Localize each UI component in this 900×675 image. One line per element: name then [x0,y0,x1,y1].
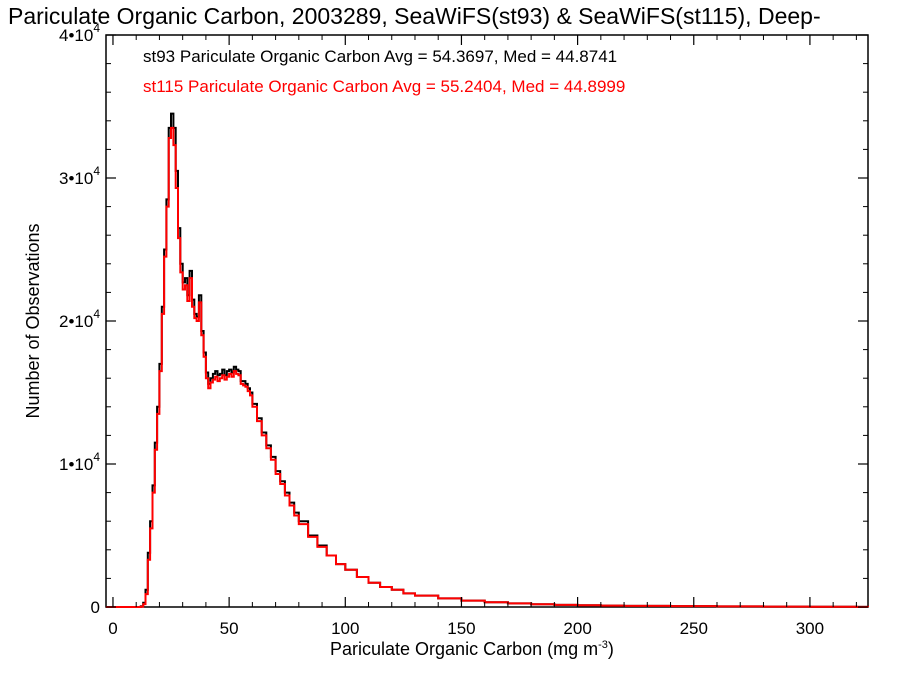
x-tick-label: 200 [563,619,591,638]
x-tick-label: 100 [331,619,359,638]
x-axis-label-superscript: -3 [598,639,608,651]
x-tick-label: 150 [447,619,475,638]
x-tick-label: 250 [680,619,708,638]
y-tick-label: 0 [91,598,100,617]
x-axis-label-text: Pariculate Organic Carbon (mg m [330,639,598,659]
chart-title: Pariculate Organic Carbon, 2003289, SeaW… [8,3,821,29]
y-tick-label: 4•104 [59,21,100,45]
y-tick-label: 3•104 [59,164,100,188]
series-layer [106,112,869,608]
legend-st93: st93 Pariculate Organic Carbon Avg = 54.… [143,47,617,66]
x-tick-label: 50 [220,619,239,638]
x-axis-label: Pariculate Organic Carbon (mg m-3) [330,639,614,659]
plot-frame [105,34,869,608]
legend-st115: st115 Pariculate Organic Carbon Avg = 55… [143,77,625,96]
x-tick-label: 0 [108,619,117,638]
plot-area: 0 50 100 150 200 250 300 0 1•104 2•104 3•104 4•104 [59,21,869,638]
y-axis-label: Number of Observations [23,223,43,418]
x-axis-label-close: ) [608,639,614,659]
series-line-st93 [106,112,869,608]
x-tick-label: 300 [796,619,824,638]
series-line-st115 [106,126,869,608]
y-tick-label: 1•104 [59,450,100,474]
y-tick-label: 2•104 [59,307,100,331]
ticks-layer: 0 50 100 150 200 250 300 0 1•104 2•104 3•104 4•104 [59,21,868,638]
